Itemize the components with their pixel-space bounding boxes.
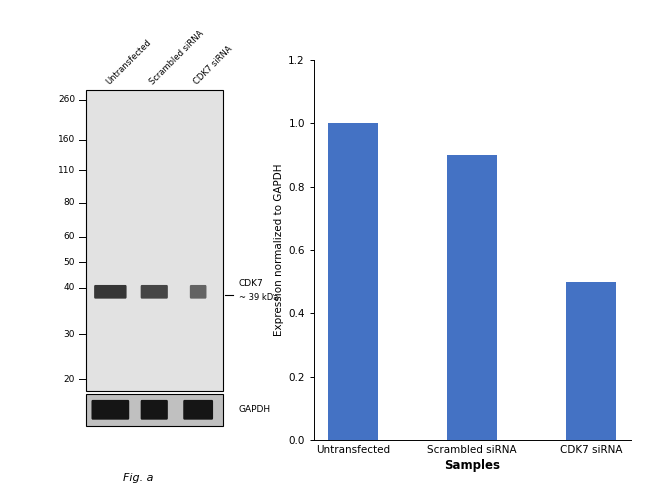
FancyBboxPatch shape — [92, 400, 129, 419]
Text: 20: 20 — [64, 374, 75, 384]
Bar — [86, 90, 223, 391]
Text: 60: 60 — [64, 232, 75, 241]
Text: 260: 260 — [58, 96, 75, 104]
FancyBboxPatch shape — [190, 285, 207, 298]
Text: CDK7: CDK7 — [239, 279, 263, 288]
Y-axis label: Expression normalized to GAPDH: Expression normalized to GAPDH — [274, 164, 284, 336]
X-axis label: Samples: Samples — [444, 459, 500, 472]
Text: 160: 160 — [58, 136, 75, 144]
FancyBboxPatch shape — [183, 400, 213, 419]
FancyBboxPatch shape — [140, 285, 168, 298]
Text: Scrambled siRNA: Scrambled siRNA — [148, 29, 205, 86]
Text: ~ 39 kDa: ~ 39 kDa — [239, 293, 278, 302]
Bar — [86, 394, 223, 426]
Text: Fig. a: Fig. a — [123, 473, 153, 483]
Text: 50: 50 — [64, 258, 75, 266]
Text: Untransfected: Untransfected — [104, 38, 153, 86]
Bar — [566, 282, 616, 440]
FancyBboxPatch shape — [94, 285, 127, 298]
Bar — [447, 155, 497, 440]
Text: 30: 30 — [64, 330, 75, 339]
Text: 110: 110 — [58, 166, 75, 174]
Text: CDK7 siRNA: CDK7 siRNA — [192, 44, 234, 86]
FancyBboxPatch shape — [140, 400, 168, 419]
Bar — [328, 124, 378, 440]
Text: GAPDH: GAPDH — [239, 406, 271, 414]
Text: 80: 80 — [64, 198, 75, 207]
Text: 40: 40 — [64, 284, 75, 292]
